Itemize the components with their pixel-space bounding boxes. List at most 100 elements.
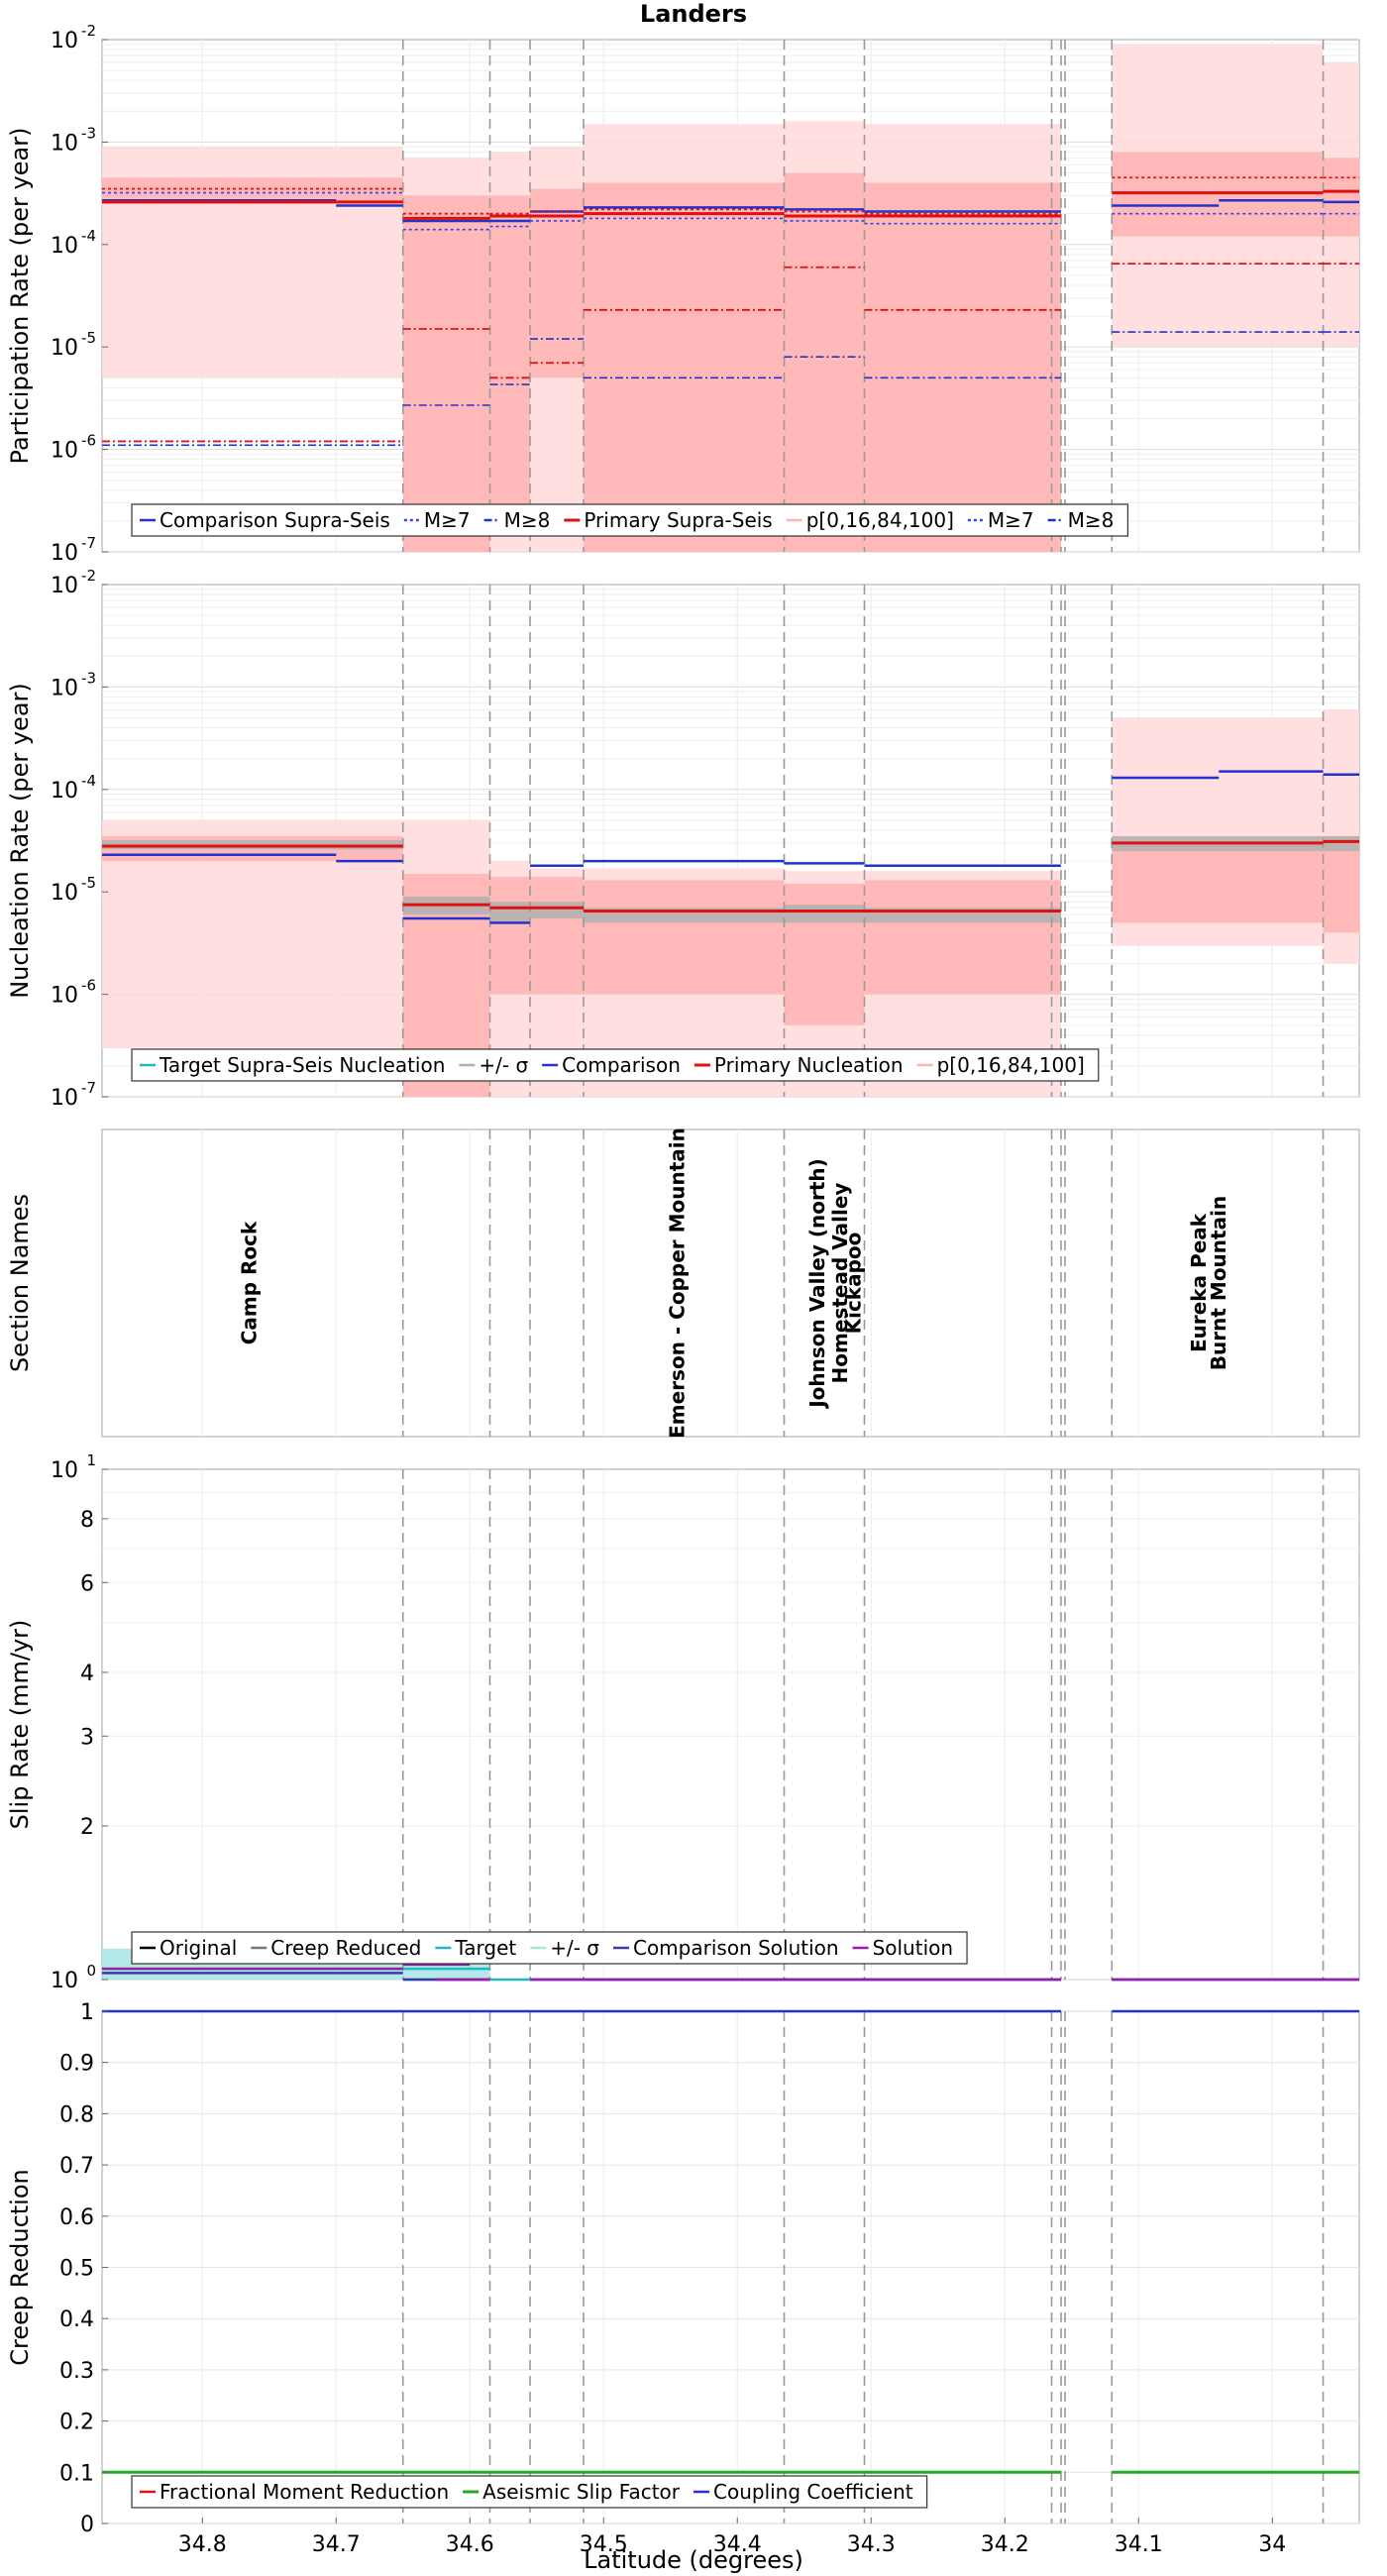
band-p16-84-2	[489, 877, 530, 995]
section-name-2: Johnson Valley (north)	[805, 1158, 829, 1410]
legend-box	[131, 2475, 928, 2509]
y-tick-exponent: -4	[81, 772, 96, 790]
y-tick-exponent: -5	[81, 329, 96, 347]
y-tick-exponent: -6	[81, 432, 96, 450]
x-tick-label: 34.5	[580, 2532, 628, 2557]
x-tick-label: 34	[1258, 2532, 1286, 2557]
y-axis-label-slip: Slip Rate (mm/yr)	[6, 1620, 34, 1830]
legend-box	[131, 1048, 1100, 1082]
legend-label: +/- σ	[479, 1053, 528, 1077]
y-tick-label: 10	[51, 881, 78, 906]
legend-label: p[0,16,84,100]	[937, 1053, 1085, 1077]
legend-label: M≥8	[504, 508, 551, 532]
band-p16-84-5	[784, 172, 865, 553]
legend-label: Comparison Solution	[633, 1936, 839, 1960]
y-tick-label: 0.6	[59, 2205, 94, 2230]
y-tick-label: 10	[51, 984, 78, 1009]
legend-creep: Fractional Moment Reduction Aseismic Slip…	[131, 2475, 928, 2509]
y-tick-label: 10	[51, 779, 78, 804]
y-tick-label: 10	[51, 541, 78, 566]
band-p16-84-8	[1323, 835, 1359, 933]
legend-nucleation: Target Supra-Seis Nucleation +/- σ Compari…	[131, 1048, 1100, 1082]
x-tick-label: 34.3	[847, 2532, 896, 2557]
x-tick-label: 34.2	[981, 2532, 1029, 2557]
band-p16-84-1	[402, 195, 490, 552]
legend-label: Fractional Moment Reduction	[160, 2480, 449, 2504]
y-tick-label: 10	[51, 676, 78, 700]
y-tick-label: 10	[51, 574, 78, 598]
legend-label: Primary Supra-Seis	[584, 508, 772, 532]
y-tick-label: 2	[80, 1815, 94, 1840]
y-tick-exponent: -5	[81, 874, 96, 892]
legend-box	[131, 1931, 968, 1965]
plot-frame	[101, 1468, 1360, 1981]
y-tick-exponent: -7	[81, 1079, 96, 1097]
legend-label: Comparison	[562, 1053, 681, 1077]
x-tick-label: 34.4	[713, 2532, 762, 2557]
y-tick-label: 0.2	[59, 2411, 94, 2435]
plot-frame	[101, 1128, 1360, 1438]
y-tick-exponent: -4	[81, 227, 96, 245]
legend-slip: Original Creep Reduced Target +/- σ Comparis…	[131, 1931, 968, 1965]
y-tick-label: 1	[80, 2000, 94, 2025]
legend-label: +/- σ	[550, 1936, 599, 1960]
y-tick-label: 0.9	[59, 2052, 94, 2077]
band-p16-84-3	[530, 877, 584, 995]
band-target-band-8	[1323, 835, 1359, 852]
legend-box	[131, 503, 1129, 537]
y-tick-label: 10	[51, 1969, 78, 1993]
section-name-3: Homestead Valley	[828, 1183, 852, 1384]
y-tick-label: 0.7	[59, 2154, 94, 2179]
y-tick-label: 10	[51, 234, 78, 259]
y-tick-label: 10	[51, 29, 78, 54]
legend-label: M≥7	[988, 508, 1034, 532]
section-name-0: Camp Rock	[237, 1221, 261, 1344]
chart-title: Landers	[640, 0, 747, 28]
x-axis-label: Latitude (degrees)	[584, 2546, 803, 2574]
y-tick-exponent: -7	[81, 534, 96, 552]
y-tick-exponent: -3	[81, 669, 96, 687]
y-tick-label: 3	[80, 1725, 94, 1750]
y-axis-label-participation: Participation Rate (per year)	[6, 128, 34, 465]
x-tick-label: 34.1	[1115, 2532, 1163, 2557]
y-tick-label: 6	[80, 1571, 94, 1596]
y-tick-label: 10	[51, 1458, 78, 1483]
panel-creep: 0 0.1 0.2 0.3 0.4 0.5 0.6 0.7 0.8 0.9 1 Creep Reduc…	[6, 2000, 1360, 2557]
panel-sections: Camp Rock Emerson - Copper Mountain Johnso…	[6, 1127, 1360, 1439]
y-tick-label: 10	[51, 336, 78, 361]
band-target-band-2	[489, 902, 530, 923]
y-tick-label: 10	[51, 439, 78, 464]
y-tick-label: 10	[51, 1086, 78, 1111]
y-tick-label: 0.8	[59, 2102, 94, 2127]
y-tick-exponent: -6	[81, 977, 96, 995]
legend-label: M≥7	[424, 508, 471, 532]
legend-label: Target Supra-Seis Nucleation	[159, 1053, 445, 1077]
legend-label: Target	[454, 1936, 516, 1960]
y-tick-exponent: -2	[81, 567, 96, 585]
y-tick-label: 0.5	[59, 2257, 94, 2282]
band-p16-84-4	[584, 182, 785, 552]
section-name-1: Emerson - Copper Mountain	[665, 1127, 689, 1439]
band-p16-84-6	[864, 880, 1061, 995]
section-name-5: Eureka Peak	[1187, 1213, 1211, 1352]
y-tick-label: 8	[80, 1508, 94, 1533]
y-axis-label-sections: Section Names	[6, 1194, 34, 1372]
legend-label: p[0,16,84,100]	[806, 508, 954, 532]
legend-label: M≥8	[1068, 508, 1115, 532]
band-p16-84-6	[864, 182, 1061, 552]
legend-label: Aseismic Slip Factor	[482, 2480, 681, 2504]
legend-label: Original	[160, 1936, 237, 1960]
y-axis-label-creep: Creep Reduction	[6, 2169, 34, 2365]
y-tick-exponent: 1	[86, 1451, 96, 1469]
legend-label: Solution	[873, 1936, 953, 1960]
y-tick-label: 10	[51, 131, 78, 156]
band-target-band-3	[530, 902, 584, 919]
y-tick-label: 0.4	[59, 2308, 94, 2332]
legend-label: Creep Reduced	[270, 1936, 421, 1960]
band-target-band-5	[784, 905, 865, 923]
x-tick-label: 34.8	[178, 2532, 227, 2557]
y-tick-label: 0.1	[59, 2461, 94, 2486]
